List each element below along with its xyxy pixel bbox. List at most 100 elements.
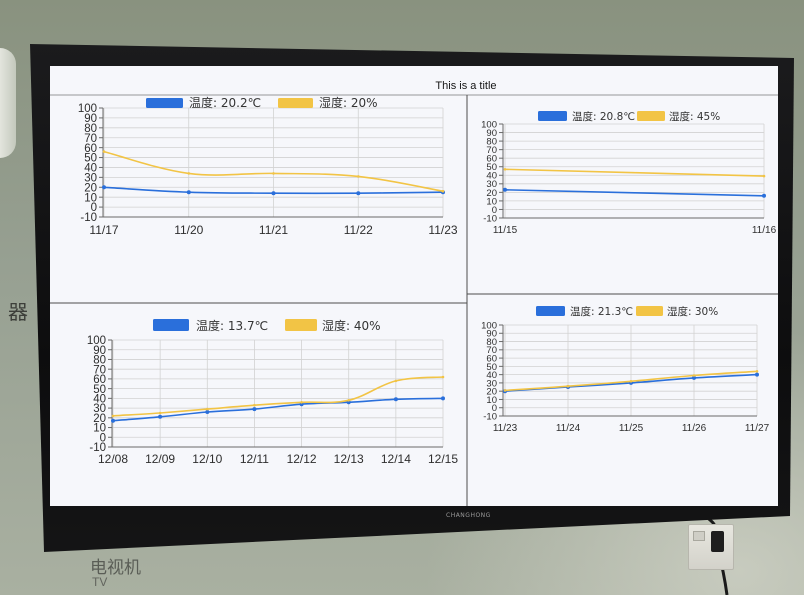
data-point-humidity bbox=[111, 414, 115, 418]
data-point-temperature bbox=[111, 418, 115, 423]
legend-label-temperature: 温度: 20.8℃ bbox=[572, 110, 635, 123]
data-point-humidity bbox=[394, 379, 398, 383]
x-tick-label: 11/25 bbox=[619, 423, 644, 434]
data-point-temperature bbox=[393, 397, 398, 402]
y-tick-label: 20 bbox=[486, 188, 497, 199]
data-point-humidity bbox=[503, 389, 507, 392]
legend-label-humidity: 湿度: 40% bbox=[322, 318, 381, 333]
x-tick-label: 12/11 bbox=[240, 452, 269, 466]
data-point-temperature bbox=[755, 372, 759, 377]
x-tick-label: 12/13 bbox=[334, 452, 364, 466]
y-tick-label: 100 bbox=[78, 103, 97, 115]
y-tick-label: 90 bbox=[486, 329, 497, 340]
series-line-humidity bbox=[504, 168, 765, 177]
wall-socket bbox=[688, 524, 734, 570]
y-tick-label: 100 bbox=[87, 335, 106, 347]
y-tick-label: 60 bbox=[486, 154, 497, 165]
legend-swatch-humidity bbox=[285, 319, 317, 331]
data-point-humidity bbox=[187, 172, 191, 175]
y-tick-label: -10 bbox=[483, 411, 497, 422]
x-tick-label: 12/10 bbox=[192, 452, 222, 466]
data-point-temperature bbox=[102, 185, 106, 190]
data-point-temperature bbox=[205, 410, 210, 414]
y-tick-label: 0 bbox=[492, 403, 497, 414]
legend-label-temperature: 温度: 13.7℃ bbox=[196, 318, 268, 333]
x-tick-label: 11/17 bbox=[89, 223, 118, 237]
y-tick-label: 50 bbox=[93, 384, 106, 396]
data-point-humidity bbox=[441, 189, 445, 193]
y-tick-label: 100 bbox=[481, 320, 497, 331]
y-tick-label: -10 bbox=[80, 212, 97, 224]
dashboard-canvas: This is a title 1009080706050403020100-1… bbox=[50, 80, 778, 506]
data-point-temperature bbox=[158, 414, 163, 419]
legend-label-humidity: 湿度: 20% bbox=[319, 95, 378, 110]
data-point-temperature bbox=[356, 191, 361, 196]
y-tick-label: 10 bbox=[486, 395, 497, 406]
tv-brand-logo: CHANGHONG bbox=[446, 512, 491, 519]
x-tick-label: 12/15 bbox=[428, 452, 458, 466]
legend-label-humidity: 湿度: 45% bbox=[669, 110, 720, 123]
data-point-temperature bbox=[186, 190, 191, 195]
y-tick-label: 10 bbox=[93, 423, 106, 435]
data-point-temperature bbox=[762, 193, 766, 198]
legend-swatch-humidity bbox=[637, 111, 665, 121]
x-tick-label: 12/09 bbox=[145, 452, 175, 466]
y-tick-label: 60 bbox=[84, 143, 97, 155]
data-point-humidity bbox=[503, 168, 507, 171]
series-line-temperature bbox=[504, 189, 765, 197]
y-tick-label: 50 bbox=[84, 153, 97, 165]
y-tick-label: 0 bbox=[100, 432, 106, 444]
x-tick-label: 12/14 bbox=[381, 452, 411, 466]
y-tick-label: 80 bbox=[84, 123, 97, 135]
y-tick-label: 50 bbox=[486, 162, 497, 173]
y-tick-label: 70 bbox=[486, 345, 497, 356]
data-point-temperature bbox=[252, 407, 257, 412]
y-tick-label: 0 bbox=[91, 202, 97, 214]
x-tick-label: 11/15 bbox=[493, 225, 518, 236]
legend-swatch-temperature bbox=[536, 306, 565, 316]
data-point-humidity bbox=[300, 401, 303, 404]
legend-swatch-temperature bbox=[146, 98, 183, 108]
data-point-humidity bbox=[566, 384, 570, 388]
y-tick-label: 90 bbox=[84, 113, 97, 125]
x-tick-label: 11/23 bbox=[428, 223, 457, 237]
y-tick-label: 100 bbox=[481, 119, 497, 130]
y-tick-label: 60 bbox=[486, 354, 497, 365]
y-tick-label: 10 bbox=[486, 196, 497, 207]
data-point-humidity bbox=[441, 375, 445, 379]
data-point-humidity bbox=[272, 172, 275, 175]
y-tick-label: 70 bbox=[84, 133, 97, 145]
series-line-humidity bbox=[112, 376, 444, 417]
x-tick-label: 11/26 bbox=[682, 423, 707, 434]
data-point-humidity bbox=[102, 150, 106, 153]
y-tick-label: 70 bbox=[93, 364, 106, 376]
data-point-humidity bbox=[692, 374, 696, 377]
y-tick-label: 80 bbox=[486, 137, 497, 148]
y-tick-label: 90 bbox=[486, 128, 497, 139]
y-tick-label: 50 bbox=[486, 362, 497, 373]
y-tick-label: 40 bbox=[486, 171, 497, 182]
legend-label-humidity: 湿度: 30% bbox=[667, 305, 718, 318]
y-tick-label: 90 bbox=[93, 345, 106, 357]
data-point-temperature bbox=[692, 375, 696, 380]
legend-swatch-temperature bbox=[153, 319, 189, 331]
x-tick-label: 11/16 bbox=[752, 225, 777, 236]
y-tick-label: 40 bbox=[84, 163, 97, 175]
legend-label-temperature: 温度: 20.2℃ bbox=[189, 95, 261, 110]
wall-light-fixture bbox=[0, 48, 16, 158]
legend-label-temperature: 温度: 21.3℃ bbox=[570, 305, 633, 318]
y-tick-label: 60 bbox=[93, 374, 106, 386]
tv-label-chinese: 电视机 bbox=[90, 558, 141, 578]
x-tick-label: 11/27 bbox=[745, 423, 770, 434]
power-plug bbox=[711, 531, 724, 552]
tv-screen: This is a title 100 90 80 70 60 50 40 30 20 10 0 -1… bbox=[50, 66, 778, 506]
y-tick-label: 20 bbox=[84, 182, 97, 194]
y-tick-label: 30 bbox=[486, 179, 497, 190]
data-point-humidity bbox=[347, 399, 351, 402]
data-point-humidity bbox=[762, 174, 766, 178]
y-tick-label: 40 bbox=[486, 370, 497, 381]
